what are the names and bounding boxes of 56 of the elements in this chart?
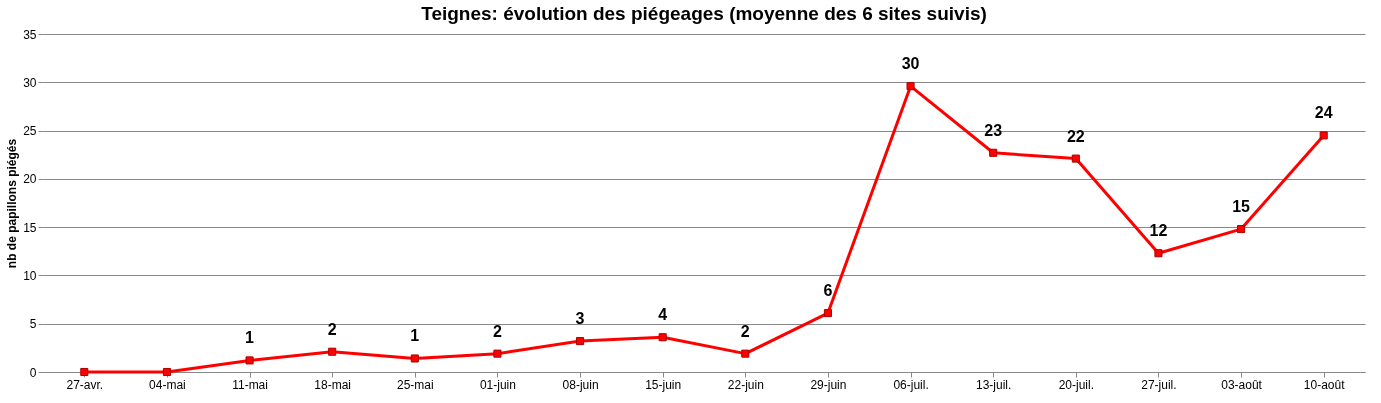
chart-title: Teignes: évolution des piégeages (moyenne des 6 sites suivis) bbox=[421, 3, 987, 24]
point bbox=[1319, 131, 1328, 140]
x-tick-label: 13-juil. bbox=[976, 377, 1012, 392]
point bbox=[493, 349, 502, 358]
point bbox=[410, 354, 419, 363]
x-tick-label: 27-juil. bbox=[1141, 377, 1177, 392]
data-label: 22 bbox=[1066, 127, 1085, 145]
data-label: 24 bbox=[1314, 104, 1333, 122]
x-tick-label: 04-mai bbox=[149, 377, 186, 392]
data-label: 1 bbox=[245, 329, 255, 347]
x-tick-label: 08-juin bbox=[562, 377, 599, 392]
data-label: 15 bbox=[1232, 198, 1251, 216]
y-tick-label: 5 bbox=[29, 317, 37, 332]
y-tick-label: 0 bbox=[29, 365, 37, 380]
point bbox=[906, 82, 915, 91]
data-label: 2 bbox=[492, 322, 502, 340]
data-label: 3 bbox=[575, 310, 585, 328]
y-tick-label: 20 bbox=[23, 172, 37, 187]
data-label: 2 bbox=[327, 320, 337, 338]
data-label: 12 bbox=[1149, 222, 1168, 240]
data-label: 23 bbox=[984, 121, 1003, 139]
y-tick-label: 15 bbox=[23, 220, 37, 235]
point bbox=[823, 309, 832, 318]
data-label: 2 bbox=[740, 322, 750, 340]
y-axis-title: nb de papillons piégés bbox=[5, 138, 20, 269]
x-tick-label: 29-juin bbox=[810, 377, 847, 392]
x-tick-label: 20-juil. bbox=[1058, 377, 1094, 392]
x-tick-label: 25-mai bbox=[396, 377, 434, 392]
x-tick-label: 11-mai bbox=[232, 377, 268, 392]
x-tick-label: 01-juin bbox=[479, 377, 516, 392]
point bbox=[1237, 225, 1246, 234]
x-tick-label: 22-juin bbox=[727, 377, 764, 392]
x-tick-label: 27-avr. bbox=[66, 377, 104, 392]
y-tick-label: 30 bbox=[23, 75, 37, 90]
point bbox=[658, 333, 667, 342]
point bbox=[741, 349, 750, 358]
point bbox=[576, 337, 585, 346]
y-tick-label: 10 bbox=[23, 268, 37, 283]
point bbox=[989, 148, 998, 157]
data-label: 1 bbox=[410, 327, 420, 345]
x-tick-label: 03-août bbox=[1221, 377, 1263, 392]
x-tick-label: 18-mai bbox=[314, 377, 352, 392]
y-tick-label: 25 bbox=[23, 124, 37, 139]
point bbox=[1154, 249, 1163, 258]
x-tick-label: 06-juil. bbox=[893, 377, 929, 392]
point bbox=[1071, 154, 1080, 163]
data-label: 4 bbox=[658, 306, 668, 324]
x-tick-label: 10-août bbox=[1303, 377, 1346, 392]
point bbox=[162, 367, 171, 377]
data-label: 6 bbox=[823, 282, 833, 300]
point bbox=[80, 367, 89, 377]
point bbox=[245, 356, 254, 365]
data-label: 30 bbox=[901, 55, 920, 73]
point bbox=[328, 347, 337, 356]
x-tick-label: 15-juin bbox=[645, 377, 682, 392]
y-tick-label: 35 bbox=[23, 27, 37, 42]
